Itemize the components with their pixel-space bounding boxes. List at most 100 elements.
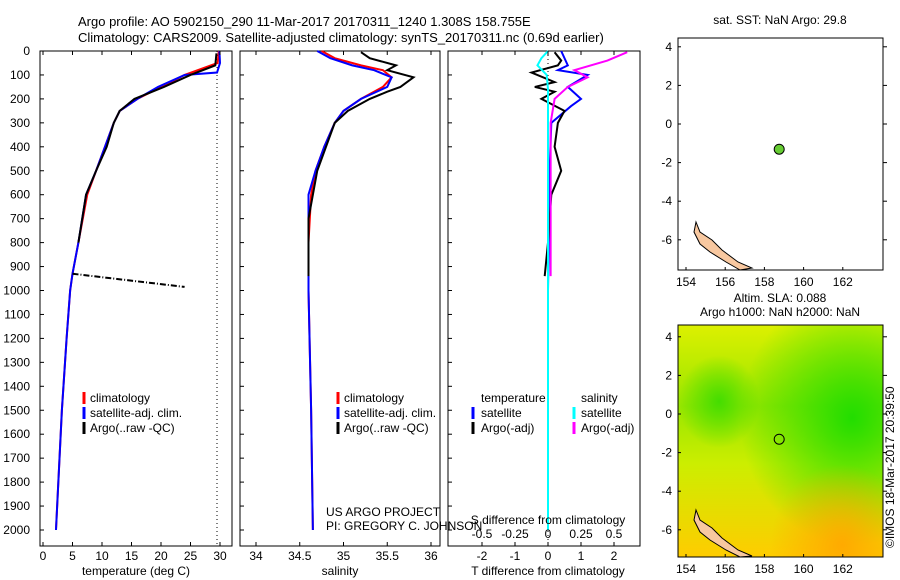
depth-tick-label: 0 bbox=[23, 44, 30, 58]
sla-field bbox=[678, 325, 883, 558]
depth-tick-label: 500 bbox=[10, 164, 30, 178]
temperature-tick-label: 25 bbox=[184, 549, 198, 563]
legend-t-satellite: satellite bbox=[481, 406, 522, 420]
temperature-profiles bbox=[54, 50, 222, 531]
sdiff-tick-label: 0.25 bbox=[569, 527, 593, 541]
salinity-panel bbox=[239, 50, 441, 547]
series-argo bbox=[77, 53, 218, 243]
salinity-xlabel: salinity bbox=[322, 564, 359, 578]
sdiff-tick-label: -0.25 bbox=[501, 527, 529, 541]
lat-tick-label: -6 bbox=[661, 233, 672, 247]
lon-tick-label: 154 bbox=[676, 562, 696, 576]
depth-tick-label: 1600 bbox=[3, 427, 30, 441]
legend-argo: Argo(..raw -QC) bbox=[344, 421, 429, 435]
lon-tick-label: 158 bbox=[754, 275, 774, 289]
depth-tick-label: 400 bbox=[10, 140, 30, 154]
temperature-tick-label: 30 bbox=[213, 549, 227, 563]
temperature-tick-label: 20 bbox=[154, 549, 168, 563]
lon-tick-label: 156 bbox=[715, 275, 735, 289]
depth-tick-label: 1300 bbox=[3, 355, 30, 369]
legend-s-argo: Argo(-adj) bbox=[581, 421, 634, 435]
depth-tick-label: 700 bbox=[10, 212, 30, 226]
lon-tick-label: 162 bbox=[833, 562, 853, 576]
temperature-tick-label: 0 bbox=[40, 549, 47, 563]
legend-climatology: climatology bbox=[90, 391, 150, 405]
lat-tick-label: 0 bbox=[665, 117, 672, 131]
series-t-satellite bbox=[547, 50, 591, 530]
temperature-legend: climatology satellite-adj. clim. Argo(..… bbox=[82, 391, 182, 435]
salinity-tick-label: 34 bbox=[249, 549, 263, 563]
lat-tick-label: 4 bbox=[665, 330, 672, 344]
tdiff-tick-label: 2 bbox=[611, 549, 618, 563]
salinity-tick-label: 34.5 bbox=[288, 549, 312, 563]
map-axes: 154 156 158 160 162 4 2 0 -2 -4 -6 154 156 158 160 162 4… bbox=[661, 40, 887, 576]
tdiff-tick-label: -1 bbox=[510, 549, 521, 563]
tdiff-tick-label: -2 bbox=[477, 549, 488, 563]
lon-tick-label: 154 bbox=[676, 275, 696, 289]
depth-tick-label: 800 bbox=[10, 236, 30, 250]
sdiff-tick-label: 0.5 bbox=[606, 527, 623, 541]
series-argo bbox=[307, 51, 416, 277]
title-line-2: Climatology: CARS2009. Satellite-adjuste… bbox=[78, 30, 604, 45]
depth-tick-label: 1800 bbox=[3, 475, 30, 489]
pi-annotation: PI: GREGORY C. JOHNSON bbox=[326, 519, 482, 533]
depth-tick-label: 300 bbox=[10, 116, 30, 130]
sdiff-xlabel: S difference from climatology bbox=[471, 513, 626, 527]
temperature-panel bbox=[39, 50, 233, 547]
lon-tick-label: 160 bbox=[794, 275, 814, 289]
temperature-tick-label: 5 bbox=[69, 549, 76, 563]
lon-tick-label: 158 bbox=[754, 562, 774, 576]
series-argo-outlier bbox=[72, 272, 185, 288]
salinity-tick-label: 36 bbox=[424, 549, 438, 563]
legend-t-argo: Argo(-adj) bbox=[481, 421, 534, 435]
credit-text: ©IMOS 18-Mar-2017 20:39:50 bbox=[883, 386, 897, 548]
lat-tick-label: 2 bbox=[665, 368, 672, 382]
difference-legend: temperature satellite Argo(-adj) salinit… bbox=[471, 391, 634, 435]
sst-map-title: sat. SST: NaN Argo: 29.8 bbox=[713, 13, 847, 27]
legend-climatology: climatology bbox=[344, 391, 404, 405]
lat-tick-label: 0 bbox=[665, 407, 672, 421]
project-annotation: US ARGO PROJECT bbox=[326, 505, 441, 519]
depth-tick-label: 600 bbox=[10, 188, 30, 202]
depth-tick-label: 100 bbox=[10, 68, 30, 82]
sla-map bbox=[677, 324, 884, 558]
legend-temperature-title: temperature bbox=[481, 391, 546, 405]
temperature-xlabel: temperature (deg C) bbox=[82, 564, 190, 578]
lat-tick-label: -4 bbox=[661, 484, 672, 498]
sst-map bbox=[677, 37, 884, 271]
series-satellite-adj-clim- bbox=[54, 50, 222, 531]
title-line-1: Argo profile: AO 5902150_290 11-Mar-2017… bbox=[78, 14, 531, 29]
difference-panel bbox=[447, 50, 641, 547]
argo-location-marker bbox=[773, 433, 785, 445]
tdiff-tick-label: 0 bbox=[545, 549, 552, 563]
lat-tick-label: -4 bbox=[661, 194, 672, 208]
lon-tick-label: 156 bbox=[715, 562, 735, 576]
salinity-tick-label: 35.5 bbox=[376, 549, 400, 563]
sdiff-tick-label: 0 bbox=[545, 527, 552, 541]
legend-argo: Argo(..raw -QC) bbox=[90, 421, 175, 435]
sdiff-tick-label: -0.5 bbox=[472, 527, 493, 541]
depth-tick-label: 200 bbox=[10, 92, 30, 106]
depth-tick-label: 1100 bbox=[4, 307, 30, 321]
sla-map-title-2: Argo h1000: NaN h2000: NaN bbox=[700, 305, 860, 319]
depth-tick-label: 1200 bbox=[3, 331, 30, 345]
depth-tick-label: 1700 bbox=[3, 451, 30, 465]
series-satellite-adj-clim- bbox=[307, 50, 393, 531]
temperature-tick-label: 15 bbox=[125, 549, 139, 563]
coastline bbox=[693, 220, 754, 271]
series-t-argo bbox=[528, 51, 566, 277]
depth-tick-label: 1900 bbox=[3, 499, 30, 513]
salinity-profiles bbox=[307, 50, 416, 531]
lon-tick-label: 160 bbox=[794, 562, 814, 576]
tdiff-xlabel: T difference from climatology bbox=[471, 564, 625, 578]
lat-tick-label: 2 bbox=[665, 78, 672, 92]
sla-map-title-1: Altim. SLA: 0.088 bbox=[734, 291, 827, 305]
depth-tick-label: 1500 bbox=[3, 403, 30, 417]
salinity-tick-label: 35 bbox=[337, 549, 351, 563]
depth-tick-label: 1000 bbox=[3, 284, 30, 298]
lat-tick-label: -6 bbox=[661, 523, 672, 537]
x-axes: 0 5 10 15 20 25 30 34 34.5 35 35.5 36 -2 -1 0 1 2 -0.5 -0.… bbox=[40, 51, 623, 563]
series-climatology bbox=[54, 50, 220, 531]
lat-tick-label: 4 bbox=[665, 40, 672, 54]
